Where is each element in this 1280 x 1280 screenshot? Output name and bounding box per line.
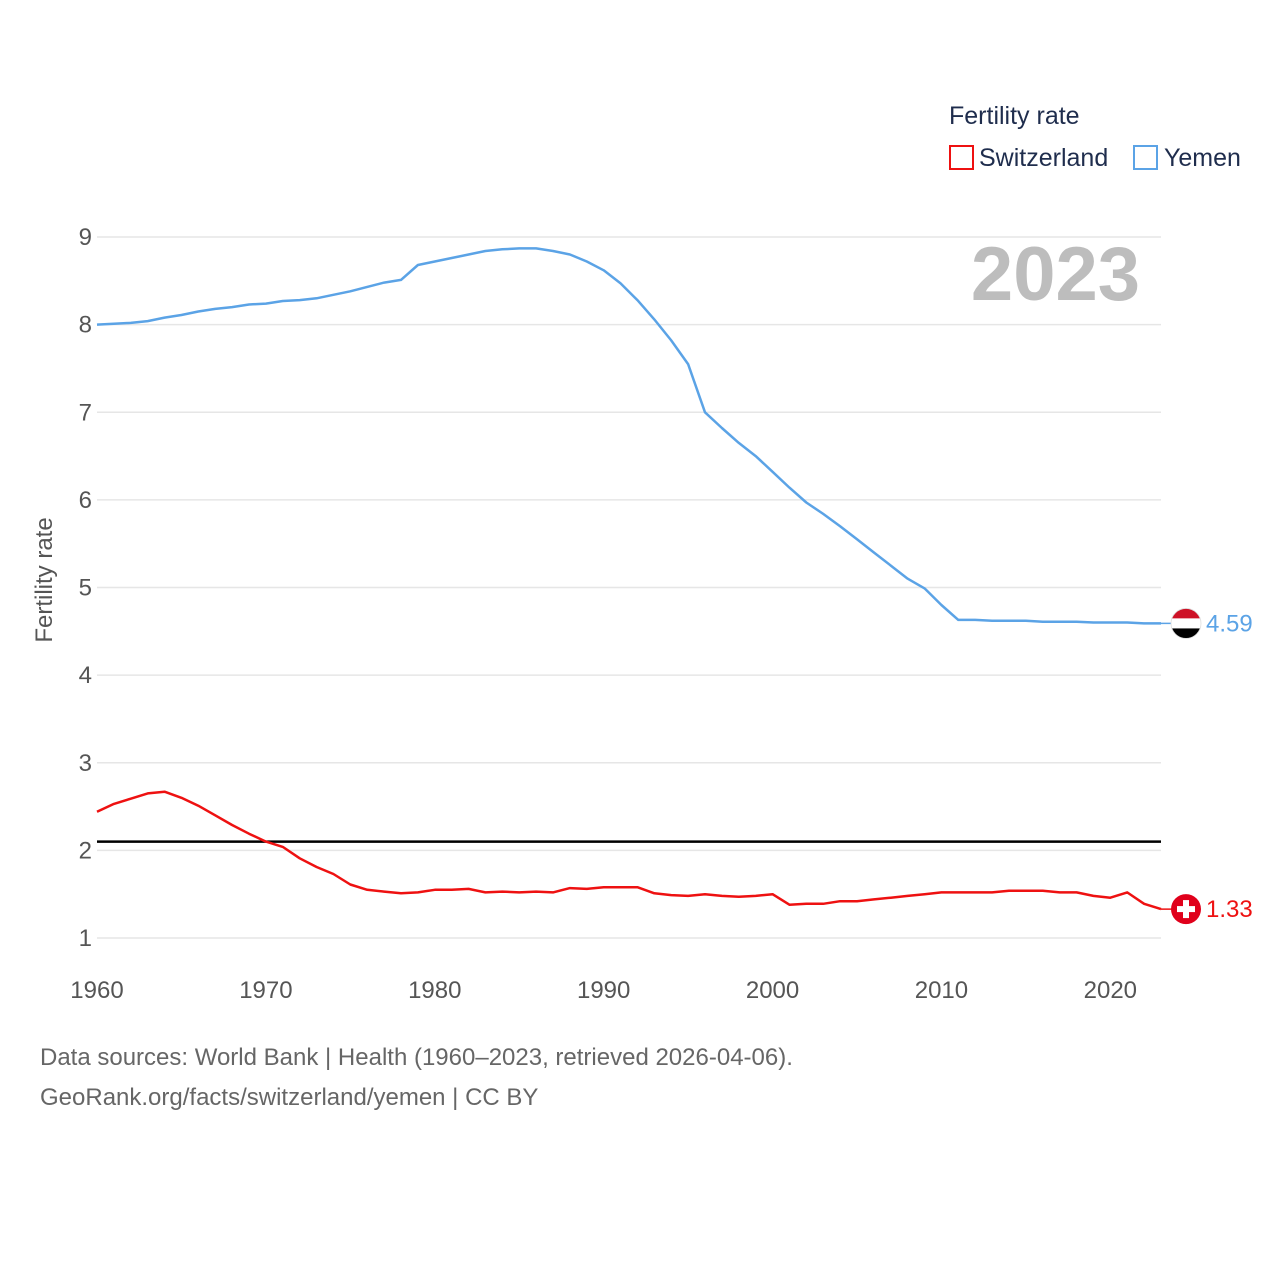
footer-sources: Data sources: World Bank | Health (1960–…: [40, 1044, 793, 1071]
legend-item-yemen[interactable]: Yemen: [1133, 144, 1241, 172]
end-markers: 1.33 4.59: [1161, 608, 1253, 925]
x-tick-label: 2000: [746, 977, 799, 1004]
y-tick-label: 1: [79, 925, 92, 952]
y-axis-ticks: 1 2 3 4 5 6 7 8 9: [79, 224, 92, 952]
legend-swatch-yemen: [1133, 145, 1158, 170]
legend-label-switzerland: Switzerland: [979, 144, 1108, 172]
legend-item-switzerland[interactable]: Switzerland: [949, 144, 1108, 172]
y-tick-label: 4: [79, 662, 92, 689]
year-label: 2023: [971, 232, 1140, 317]
x-tick-label: 1970: [239, 977, 292, 1004]
x-tick-label: 1980: [408, 977, 461, 1004]
y-tick-label: 2: [79, 837, 92, 864]
y-tick-label: 5: [79, 575, 92, 602]
legend-swatch-switzerland: [949, 145, 974, 170]
footer-credit: GeoRank.org/facts/switzerland/yemen | CC…: [40, 1084, 539, 1111]
end-value-label-yemen: 4.59: [1206, 610, 1253, 637]
x-axis-ticks: 1960 1970 1980 1990 2000 2010 2020: [70, 977, 1137, 1004]
y-tick-label: 8: [79, 312, 92, 339]
x-tick-label: 2020: [1084, 977, 1137, 1004]
end-value-label-switzerland: 1.33: [1206, 896, 1253, 923]
y-tick-label: 7: [79, 399, 92, 426]
legend-label-yemen: Yemen: [1164, 144, 1241, 172]
series-group: [96, 247, 1162, 911]
series-line-switzerland: [96, 790, 1162, 911]
flag-icon-switzerland: [1171, 894, 1201, 925]
y-tick-label: 9: [79, 224, 92, 251]
x-tick-label: 1990: [577, 977, 630, 1004]
x-tick-label: 1960: [70, 977, 123, 1004]
legend: Fertility rate Switzerland Yemen: [949, 102, 1241, 172]
grid-lines: [97, 236, 1161, 939]
y-axis-label: Fertility rate: [31, 517, 58, 642]
y-tick-label: 6: [79, 487, 92, 514]
y-tick-label: 3: [79, 750, 92, 777]
legend-title: Fertility rate: [949, 102, 1080, 130]
x-tick-label: 2010: [915, 977, 968, 1004]
series-line-yemen: [96, 247, 1161, 625]
flag-icon-yemen: [1170, 608, 1202, 639]
